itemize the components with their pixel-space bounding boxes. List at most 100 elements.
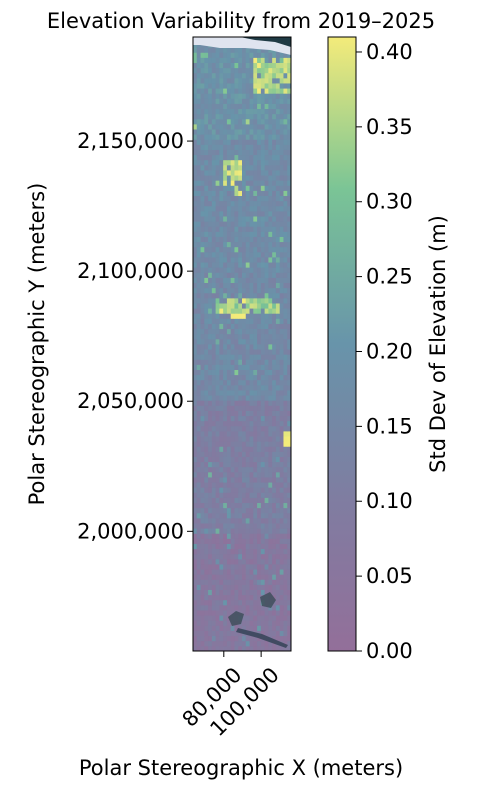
heatmap-cell [204,323,209,330]
heatmap-cell [287,164,291,171]
heatmap-cell [223,645,228,651]
heatmap-cell [272,471,277,478]
heatmap-cell [223,615,228,621]
heatmap-cell [287,72,291,79]
heatmap-cell [193,374,198,381]
heatmap-cell [226,123,232,130]
heatmap-cell [264,374,269,381]
heatmap-cell [260,543,266,550]
heatmap-cell [242,93,247,99]
heatmap-cell [287,338,291,345]
ice-shelf-region [193,37,291,55]
heatmap-cell [283,461,288,468]
heatmap-cell [234,205,239,212]
heatmap-cell [215,170,220,176]
heatmap-cell [279,338,284,345]
heatmap-cell [279,610,284,616]
heatmap-cell [264,170,269,176]
heatmap-cell [287,159,291,166]
heatmap-cell [275,129,281,135]
heatmap-cell [268,390,273,396]
heatmap-cell [219,405,224,411]
heatmap-cell [219,369,224,376]
heatmap-cell [223,98,228,104]
heatmap-cell [260,415,266,422]
heatmap-cell [238,313,243,319]
heatmap-cell [238,548,243,555]
heatmap-cell [193,103,198,110]
heatmap-cell [226,584,232,590]
heatmap-cell [234,517,239,524]
heatmap-cell [253,564,258,570]
heatmap-cell [272,185,277,191]
heatmap-cell [260,205,266,212]
heatmap-cell [249,369,254,376]
heatmap-cell [211,216,217,222]
heatmap-cell [230,139,235,145]
heatmap-cell [279,543,284,550]
heatmap-cell [208,267,213,273]
heatmap-cell [272,134,277,140]
heatmap-cell [257,47,262,53]
heatmap-cell [193,108,198,115]
heatmap-cell [223,118,228,125]
heatmap-cell [230,640,235,647]
heatmap-cell [279,569,284,575]
heatmap-cell [287,471,291,478]
heatmap-cell [238,599,243,606]
heatmap-cell [287,216,291,222]
heatmap-cell [283,436,288,442]
heatmap-cell [200,103,205,110]
heatmap-cell [279,134,284,140]
heatmap-cell [268,52,273,58]
heatmap-cell [234,144,239,150]
heatmap-cell [193,195,198,202]
heatmap-cell [275,170,281,176]
heatmap-cell [219,569,224,575]
heatmap-cell [283,543,288,550]
heatmap-cell [253,129,258,135]
heatmap-cell [200,502,205,509]
heatmap-cell [279,190,284,197]
heatmap-cell [272,88,277,94]
heatmap-cell [204,251,209,258]
heatmap-cell [257,328,262,335]
heatmap-cell [279,333,284,340]
heatmap-cell [204,180,209,186]
heatmap-cell [260,154,266,161]
heatmap-cell [211,72,217,79]
colorbar-tick-label: 0.05 [366,564,413,588]
heatmap-cell [204,512,209,519]
heatmap-cell [245,425,250,432]
heatmap-cell [223,129,228,135]
heatmap-cell [219,477,224,483]
heatmap-cell [238,272,243,278]
heatmap-cell [196,277,201,283]
heatmap-cell [223,543,228,550]
heatmap-cell [287,195,291,202]
heatmap-cell [230,129,235,135]
heatmap-cell [283,558,288,565]
heatmap-cell [245,395,250,401]
heatmap-cell [268,292,273,299]
heatmap-cell [287,88,291,94]
heatmap-cell [230,569,235,575]
heatmap-cell [242,72,247,79]
heatmap-cell [215,313,220,319]
heatmap-cell [238,512,243,519]
heatmap-cell [204,205,209,212]
heatmap-cell [208,471,213,478]
heatmap-cell [211,589,217,596]
heatmap-cell [272,610,277,616]
heatmap-cell [272,129,277,135]
heatmap-cell [204,384,209,391]
heatmap-cell [279,564,284,570]
heatmap-cell [211,195,217,202]
heatmap-cell [226,113,232,120]
heatmap-cell [253,103,258,110]
heatmap-cell [272,548,277,555]
heatmap-cell [242,236,247,243]
heatmap-cell [193,640,198,647]
heatmap-cell [215,195,220,202]
heatmap-cell [219,164,224,171]
